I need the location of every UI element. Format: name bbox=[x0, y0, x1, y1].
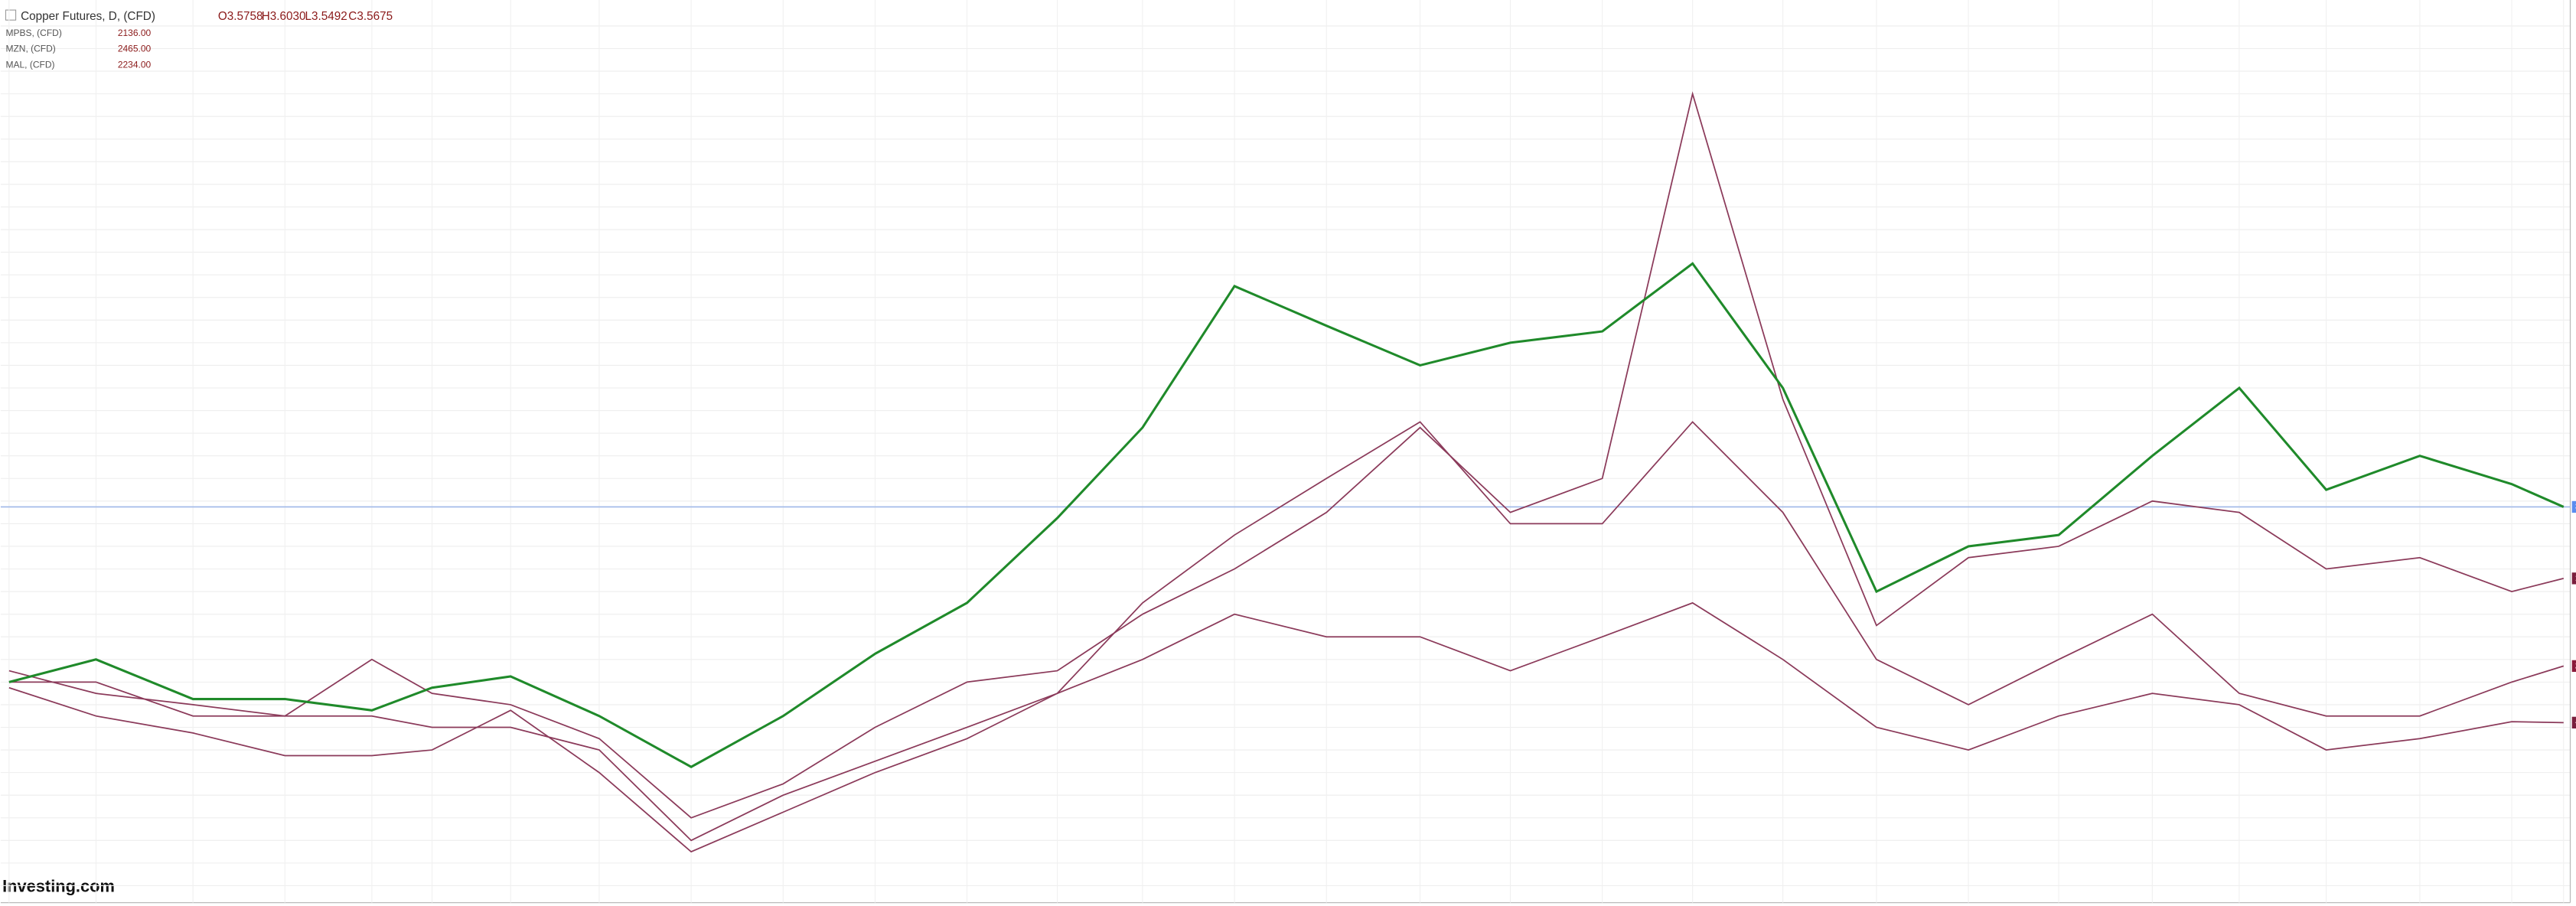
ohlc-value: C3.5675 bbox=[348, 10, 393, 23]
x-tick-label: 1 bbox=[2561, 905, 2566, 906]
x-tick-label: Jul bbox=[1321, 905, 1332, 906]
x-tick-label: Mar bbox=[592, 905, 608, 906]
legend-price: 2465.00 bbox=[118, 44, 152, 54]
x-tick-label: Aug bbox=[277, 905, 293, 906]
collapse-icon[interactable] bbox=[5, 9, 17, 21]
last-value-box bbox=[2571, 500, 2576, 513]
x-tick-label: Apr bbox=[89, 905, 103, 906]
x-tick-label: Feb bbox=[2, 905, 18, 906]
x-tick-label: Mar bbox=[1135, 905, 1151, 906]
x-tick-label: May bbox=[1226, 905, 1244, 906]
x-tick-label: 2022 bbox=[1592, 905, 1612, 906]
legend-name: MPBS, (CFD) bbox=[5, 28, 61, 38]
logo: Investing.com bbox=[2, 877, 115, 896]
x-tick-label: Jul bbox=[778, 905, 789, 906]
x-tick-label: Nov bbox=[959, 905, 975, 906]
ohlc-value: L3.5492 bbox=[305, 10, 347, 23]
ohlc-value: O3.5758 bbox=[218, 10, 263, 23]
x-tick-label: May bbox=[2317, 905, 2335, 906]
legend-price: 2234.00 bbox=[118, 59, 152, 70]
x-tick-label: Nov bbox=[2050, 905, 2066, 906]
x-tick-label: 2021 bbox=[1047, 905, 1068, 906]
x-tick-label: 2020 bbox=[501, 905, 521, 906]
x-tick-label: Sep bbox=[867, 905, 884, 906]
x-tick-label: Nov bbox=[1502, 905, 1518, 906]
x-tick-label: May bbox=[1774, 905, 1792, 906]
series-line bbox=[8, 262, 2565, 768]
x-tick-label: 8 bbox=[429, 905, 435, 906]
x-tick-label: Mar bbox=[1684, 905, 1700, 906]
chart-title: Copper Futures, D, (CFD) bbox=[21, 10, 155, 23]
x-tick-label: Jul bbox=[1870, 905, 1882, 906]
x-tick-label: 2023 bbox=[2142, 905, 2163, 906]
x-tick-label: Jun bbox=[185, 905, 200, 906]
x-tick-label: Jul bbox=[2414, 905, 2425, 906]
last-value-box bbox=[2571, 660, 2576, 673]
legend-price: 2136.00 bbox=[118, 28, 152, 38]
series-line bbox=[8, 601, 2564, 853]
series-line bbox=[8, 421, 2565, 842]
series-line bbox=[8, 91, 2564, 819]
x-tick-label: Mar bbox=[2232, 905, 2248, 906]
last-value-box bbox=[2571, 572, 2576, 585]
legend-name: MZN, (CFD) bbox=[5, 44, 55, 54]
ohlc-value: H3.6030 bbox=[262, 10, 306, 23]
x-tick-label: Oct bbox=[365, 905, 380, 906]
x-tick-label: Sep bbox=[2503, 905, 2520, 906]
last-value-box bbox=[2571, 716, 2576, 729]
x-tick-label: Sep bbox=[1412, 905, 1429, 906]
x-tick-label: May bbox=[683, 905, 700, 906]
x-tick-label: Sep bbox=[1960, 905, 1977, 906]
legend-name: MAL, (CFD) bbox=[5, 59, 54, 70]
